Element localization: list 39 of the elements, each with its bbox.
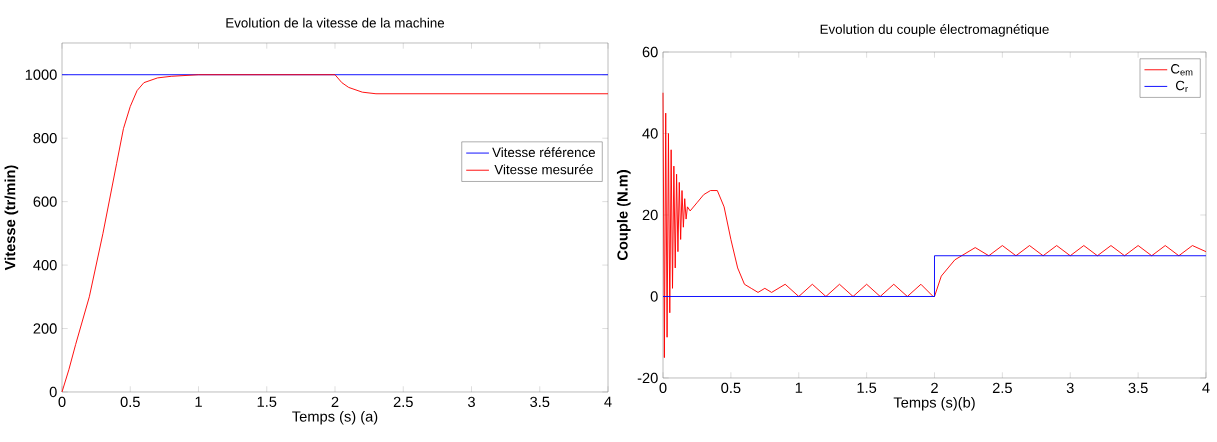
x-tick-label: 3.5 bbox=[530, 396, 550, 408]
line-series bbox=[662, 92, 1207, 359]
legend-label: Vitesse mesurée bbox=[494, 164, 593, 175]
x-tick-label: 0 bbox=[58, 396, 66, 408]
x-tick-label: 3.5 bbox=[1128, 382, 1148, 394]
y-tick-label: 40 bbox=[642, 128, 658, 139]
x-tick-label: 2 bbox=[931, 382, 938, 393]
x-tick-label: 0.5 bbox=[721, 382, 741, 394]
legend-label: C$_{em}$ bbox=[1171, 64, 1193, 76]
y-tick-label: 800 bbox=[33, 133, 57, 144]
legend-label: Vitesse référence bbox=[492, 147, 595, 158]
y-tick-label: 20 bbox=[642, 209, 658, 221]
x-tick-label: 0.5 bbox=[120, 396, 140, 408]
y-tick-label: 200 bbox=[33, 323, 57, 334]
legend-label: C$_{r}$ bbox=[1175, 80, 1188, 93]
y-tick-label: 60 bbox=[642, 46, 658, 58]
x-tick-label: 1.5 bbox=[257, 396, 277, 407]
x-axis-title: Temps (s) (a) bbox=[292, 410, 378, 425]
chart-title: Evolution du couple électromagnétique bbox=[820, 24, 1049, 37]
x-axis-title: Temps (s)(b) bbox=[893, 396, 975, 411]
y-tick-label: 1000 bbox=[25, 69, 57, 80]
x-tick-label: 2.5 bbox=[393, 396, 413, 408]
x-tick-label: 1 bbox=[795, 382, 803, 393]
y-tick-label: 400 bbox=[33, 259, 57, 271]
x-tick-label: 4 bbox=[604, 396, 612, 407]
y-tick-label: 0 bbox=[650, 291, 658, 302]
y-axis-title: Couple (N.m) bbox=[616, 170, 631, 261]
x-tick-label: 0 bbox=[659, 382, 667, 394]
y-tick-label: -20 bbox=[637, 372, 658, 384]
x-tick-label: 3 bbox=[1066, 382, 1074, 394]
y-axis-title: Vitesse (tr/min) bbox=[4, 165, 19, 271]
x-tick-label: 1.5 bbox=[857, 382, 877, 393]
x-tick-label: 2 bbox=[331, 396, 339, 407]
x-tick-label: 1 bbox=[195, 396, 202, 407]
x-tick-label: 3 bbox=[467, 396, 475, 408]
x-tick-label: 2.5 bbox=[992, 382, 1012, 394]
y-tick-label: 600 bbox=[33, 196, 57, 207]
x-tick-label: 4 bbox=[1202, 382, 1210, 393]
chart-title: Evolution de la vitesse de la machine bbox=[226, 17, 445, 28]
